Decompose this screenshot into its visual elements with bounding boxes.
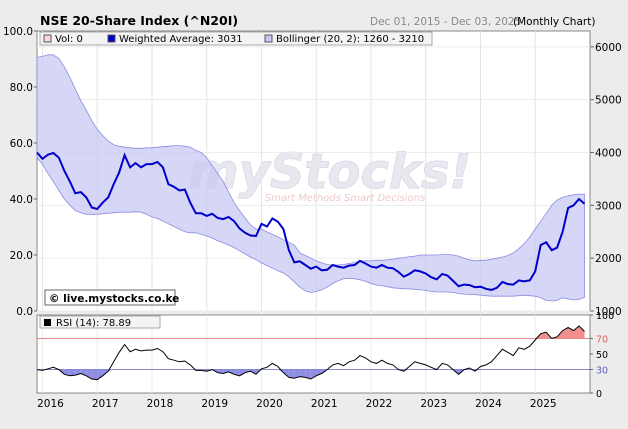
y-left-tick-label: 0.0 xyxy=(16,306,33,318)
bollinger-band xyxy=(36,54,585,302)
legend-boll: Bollinger (20, 2): 1260 - 3210 xyxy=(276,34,424,45)
rsi-oversold-fill xyxy=(239,369,246,376)
rsi-oversold-fill xyxy=(305,369,311,379)
rsi-tick-label: 50 xyxy=(596,350,608,361)
rsi-oversold-fill xyxy=(294,369,300,379)
rsi-label: RSI (14): 78.89 xyxy=(56,318,131,329)
weighted-average-line xyxy=(36,151,586,291)
rsi-tick-label: 30 xyxy=(596,366,608,377)
y-left-tick-label: 40.0 xyxy=(10,194,33,206)
rsi-oversold-fill xyxy=(91,369,98,380)
rsi-overbought-fill xyxy=(579,325,585,339)
legend-wavg: Weighted Average: 3031 xyxy=(119,34,243,45)
date-range: Dec 01, 2015 - Dec 03, 2025 xyxy=(370,16,521,28)
bollinger-band-area xyxy=(36,54,585,302)
x-tick-label: 2016 xyxy=(37,398,64,410)
rsi-oversold-fill xyxy=(299,369,306,378)
y-right-tick-label: 2000 xyxy=(595,253,622,265)
rsi-tick-label: 100 xyxy=(596,311,614,322)
legend-vol: Vol: 0 xyxy=(55,34,83,45)
price-series xyxy=(36,151,586,291)
rsi-oversold-fill xyxy=(223,369,229,374)
x-tick-label: 2017 xyxy=(92,398,119,410)
legend-box xyxy=(39,31,433,46)
y-right-tick-label: 4000 xyxy=(595,148,622,160)
legend-wavg-swatch xyxy=(107,34,116,43)
rsi-series xyxy=(36,325,590,381)
y-left-tick-label: 60.0 xyxy=(10,138,33,150)
rsi-oversold-fill xyxy=(316,369,322,376)
x-tick-label: 2025 xyxy=(530,398,557,410)
y-right-tick-label: 1000 xyxy=(595,306,622,318)
y-left-tick-label: 100.0 xyxy=(3,26,33,38)
legend-vol-swatch xyxy=(43,34,52,43)
x-tick-label: 2018 xyxy=(147,398,174,410)
x-tick-label: 2023 xyxy=(420,398,447,410)
rsi-oversold-fill xyxy=(69,369,76,376)
rsi-legend-swatch xyxy=(44,319,51,326)
x-tick-label: 2019 xyxy=(201,398,228,410)
rsi-oversold-fill xyxy=(288,369,295,379)
rsi-oversold-fill xyxy=(97,369,103,380)
credit-box xyxy=(44,289,176,306)
x-tick-label: 2021 xyxy=(311,398,338,410)
rsi-tick-label: 0 xyxy=(596,389,602,400)
x-tick-label: 2024 xyxy=(475,398,502,410)
x-tick-label: 2022 xyxy=(366,398,393,410)
chart-interval: (Monthly Chart) xyxy=(513,16,595,28)
y-right-tick-label: 5000 xyxy=(595,95,622,107)
y-right-tick-label: 3000 xyxy=(595,200,622,212)
chart-title: NSE 20-Share Index (^N20I) xyxy=(40,13,238,28)
watermark-tagline: Smart Methods Smart Decisions xyxy=(265,193,426,204)
credit-text: © live.mystocks.co.ke xyxy=(49,293,179,305)
axes: 2016 2017 2018 2019 2020 2021 2022 2023 2024 2025… xyxy=(3,26,622,410)
y-left-tick-label: 20.0 xyxy=(10,250,33,262)
legend-boll-swatch xyxy=(264,34,273,43)
y-right-tick-label: 6000 xyxy=(595,42,622,54)
rsi-overbought-fill xyxy=(573,325,580,339)
rsi-oversold-fill xyxy=(283,369,289,378)
rsi-line xyxy=(36,325,585,381)
rsi-oversold-fill xyxy=(228,369,235,375)
rsi-tick-label: 70 xyxy=(596,334,608,345)
y-left-tick-label: 80.0 xyxy=(10,82,33,94)
rsi-legend-box xyxy=(39,315,161,329)
rsi-oversold-fill xyxy=(277,369,284,373)
x-tick-label: 2020 xyxy=(256,398,283,410)
rsi-oversold-fill xyxy=(80,369,87,376)
